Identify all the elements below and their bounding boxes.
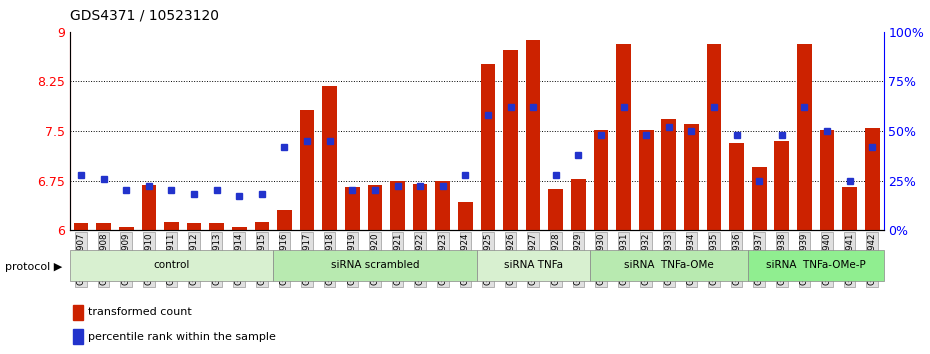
Bar: [458, 202, 472, 230]
Bar: [639, 130, 654, 230]
Bar: [684, 124, 698, 230]
Text: protocol ▶: protocol ▶: [5, 262, 62, 272]
Text: GDS4371 / 10523120: GDS4371 / 10523120: [70, 9, 219, 23]
Bar: [73, 305, 83, 320]
Bar: [590, 250, 748, 281]
Bar: [571, 178, 586, 230]
Bar: [843, 187, 857, 230]
Bar: [748, 250, 884, 281]
Bar: [73, 223, 88, 230]
Bar: [661, 119, 676, 230]
Bar: [391, 181, 405, 230]
Bar: [729, 143, 744, 230]
Bar: [209, 223, 224, 230]
Bar: [187, 223, 202, 230]
Text: control: control: [153, 261, 190, 270]
Bar: [273, 250, 476, 281]
Bar: [70, 250, 273, 281]
Bar: [413, 184, 428, 230]
Bar: [73, 329, 83, 344]
Bar: [277, 210, 292, 230]
Bar: [593, 130, 608, 230]
Text: siRNA  TNFa-OMe: siRNA TNFa-OMe: [624, 261, 713, 270]
Text: siRNA scrambled: siRNA scrambled: [331, 261, 419, 270]
Bar: [97, 223, 111, 230]
Bar: [141, 185, 156, 230]
Bar: [345, 187, 360, 230]
Bar: [865, 128, 880, 230]
Bar: [476, 250, 590, 281]
Bar: [164, 222, 179, 230]
Bar: [775, 141, 790, 230]
Bar: [119, 227, 134, 230]
Text: siRNA  TNFa-OMe-P: siRNA TNFa-OMe-P: [765, 261, 866, 270]
Bar: [255, 222, 269, 230]
Bar: [503, 50, 518, 230]
Text: siRNA TNFa: siRNA TNFa: [504, 261, 563, 270]
Bar: [323, 86, 337, 230]
Bar: [797, 44, 812, 230]
Bar: [707, 44, 722, 230]
Bar: [299, 110, 314, 230]
Bar: [481, 64, 496, 230]
Text: percentile rank within the sample: percentile rank within the sample: [87, 332, 275, 342]
Bar: [435, 181, 450, 230]
Bar: [367, 185, 382, 230]
Bar: [549, 189, 563, 230]
Bar: [617, 44, 631, 230]
Bar: [751, 167, 766, 230]
Bar: [232, 227, 246, 230]
Text: transformed count: transformed count: [87, 307, 192, 317]
Bar: [819, 130, 834, 230]
Bar: [525, 40, 540, 230]
